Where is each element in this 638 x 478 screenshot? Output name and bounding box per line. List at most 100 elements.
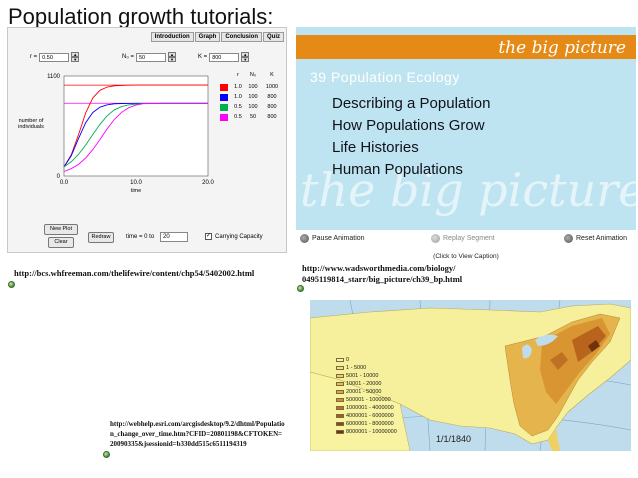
- legend-r: 0.5: [234, 104, 242, 110]
- x-tick-label: 20.0: [202, 180, 214, 186]
- legend-header-n0: N₀: [249, 72, 257, 78]
- legend-n0: 50: [249, 114, 257, 120]
- plot-area: [63, 75, 209, 177]
- legend-swatch: [336, 422, 344, 426]
- legend-k: 1000: [265, 84, 279, 90]
- legend-swatch: [220, 84, 228, 91]
- legend-n0: 100: [248, 94, 258, 100]
- map-legend-item: 5001 - 10000: [336, 373, 378, 379]
- topic-item[interactable]: Describing a Population: [332, 95, 491, 112]
- big-picture-url-line1[interactable]: http://www.wadsworthmedia.com/biology/: [302, 263, 456, 273]
- topic-item[interactable]: How Populations Grow: [332, 117, 485, 134]
- legend-swatch: [336, 358, 344, 362]
- map-legend-label: 6000001 - 8000000: [346, 421, 394, 427]
- legend-swatch: [336, 374, 344, 378]
- param-n0-field[interactable]: 50: [136, 52, 166, 62]
- series-line: [63, 102, 208, 172]
- legend-row: 1.0 100 1000: [220, 84, 282, 91]
- topic-item[interactable]: Human Populations: [332, 161, 463, 178]
- redraw-button[interactable]: Redraw: [88, 232, 114, 243]
- legend-swatch: [220, 104, 228, 111]
- sim-url[interactable]: http://bcs.whfreeman.com/thelifewire/con…: [14, 268, 255, 278]
- tab-quiz[interactable]: Quiz: [263, 32, 284, 42]
- legend-swatch: [336, 366, 344, 370]
- map-legend-label: 20001 - 50000: [346, 389, 382, 395]
- legend-swatch: [336, 390, 344, 394]
- view-caption-link[interactable]: (Click to View Caption): [433, 253, 499, 260]
- reset-animation-button[interactable]: Reset Animation: [564, 234, 627, 243]
- replay-icon: [431, 234, 440, 243]
- legend-row: 0.5 100 800: [220, 104, 282, 111]
- carrying-capacity-label: Carrying Capacity: [215, 234, 263, 240]
- param-r: r = 0.50 ▲ ▼: [30, 52, 80, 62]
- reset-label: Reset Animation: [576, 235, 627, 242]
- param-r-label: r =: [30, 54, 38, 60]
- map-legend-label: 4000001 - 6000000: [346, 413, 394, 419]
- map-legend-item: 500001 - 1000000: [336, 397, 391, 403]
- param-n0-label: N₀ =: [122, 54, 134, 60]
- clear-button[interactable]: Clear: [48, 237, 74, 248]
- param-r-stepper[interactable]: ▲ ▼: [71, 52, 80, 62]
- map-legend-label: 5001 - 10000: [346, 373, 379, 379]
- carrying-capacity-checkbox[interactable]: ✓: [205, 233, 212, 240]
- param-k-field[interactable]: 800: [209, 52, 240, 62]
- legend-r: 0.5: [234, 114, 242, 120]
- map-date-label: 1/1/1840: [436, 434, 472, 444]
- replay-label: Replay Segment: [443, 235, 495, 242]
- legend-swatch: [336, 414, 344, 418]
- sim-tab-bar: Introduction Graph Conclusion Quiz: [150, 32, 284, 42]
- param-n0-stepper[interactable]: ▲ ▼: [168, 52, 176, 62]
- chapter-title: 39 Population Ecology: [310, 69, 460, 85]
- legend-row: 1.0 100 800: [220, 94, 282, 101]
- legend-header-k: K: [270, 72, 274, 78]
- map-legend-item: 0: [336, 357, 349, 363]
- time-range-input[interactable]: 20: [160, 232, 188, 242]
- map-url-line2[interactable]: n_change_over_time.htm?CFID=20801198&CFT…: [110, 430, 283, 438]
- map-legend-item: 10001 - 20000: [336, 381, 381, 387]
- map-legend-item: 8000001 - 10000000: [336, 429, 397, 435]
- map-url-line3[interactable]: 20090335&jsessionid=b330dd515c6511194319: [110, 440, 247, 448]
- replay-segment-button[interactable]: Replay Segment: [431, 234, 495, 243]
- map-legend-label: 8000001 - 10000000: [346, 429, 397, 435]
- big-picture-animation: the big picture the big picture 39 Popul…: [296, 27, 636, 257]
- pause-icon: [300, 234, 309, 243]
- link-icon[interactable]: [297, 285, 304, 292]
- reset-icon: [564, 234, 573, 243]
- banner: the big picture: [296, 35, 636, 59]
- map-url-line1[interactable]: http://webhelp.esri.com/arcgisdesktop/9.…: [110, 420, 285, 428]
- map-legend-label: 1000001 - 4000000: [346, 405, 394, 411]
- tab-introduction[interactable]: Introduction: [150, 32, 194, 42]
- param-k: K = 800 ▲ ▼: [198, 52, 250, 62]
- legend-header: r N₀ K: [232, 72, 282, 78]
- banner-title: the big picture: [498, 38, 626, 58]
- logistic-growth-simulation: Introduction Graph Conclusion Quiz r = 0…: [7, 27, 287, 253]
- legend-header-r: r: [237, 72, 239, 78]
- tab-conclusion[interactable]: Conclusion: [221, 32, 262, 42]
- pause-animation-button[interactable]: Pause Animation: [300, 234, 365, 243]
- animation-controls: Pause Animation Replay Segment Reset Ani…: [296, 230, 636, 257]
- legend-swatch: [336, 430, 344, 434]
- y-tick-label: 1100: [47, 74, 61, 80]
- y-axis-label: number of individuals: [18, 118, 44, 130]
- map-legend-label: 0: [346, 357, 350, 363]
- param-k-stepper[interactable]: ▲ ▼: [241, 52, 250, 62]
- legend-r: 1.0: [234, 94, 242, 100]
- population-map: [310, 300, 631, 451]
- legend-k: 800: [267, 104, 277, 110]
- legend-k: 800: [267, 114, 277, 120]
- legend-swatch: [220, 94, 228, 101]
- watermark: the big picture: [300, 163, 636, 217]
- parameter-row: r = 0.50 ▲ ▼ N₀ = 50 ▲ ▼ K = 800 ▲ ▼: [14, 52, 284, 70]
- big-picture-url-line2[interactable]: 0495119814_starr/big_picture/ch39_bp.htm…: [302, 274, 463, 284]
- new-plot-button[interactable]: New Plot: [44, 224, 78, 235]
- legend-swatch: [336, 406, 344, 410]
- legend-swatch: [336, 382, 344, 386]
- link-icon[interactable]: [8, 281, 15, 288]
- topic-item[interactable]: Life Histories: [332, 139, 419, 156]
- param-r-field[interactable]: 0.50: [39, 52, 70, 62]
- tab-graph[interactable]: Graph: [194, 32, 221, 42]
- map-legend-item: 1000001 - 4000000: [336, 405, 394, 411]
- x-tick-label: 10.0: [130, 180, 142, 186]
- legend-swatch: [336, 398, 344, 402]
- link-icon[interactable]: [103, 451, 110, 458]
